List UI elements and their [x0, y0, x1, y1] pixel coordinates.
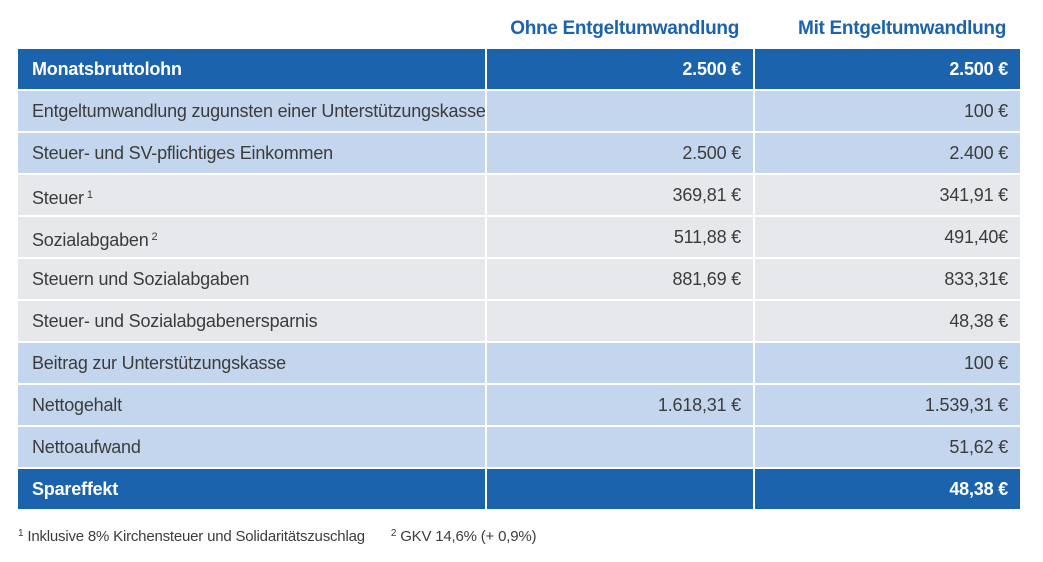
row-label-cell: Nettogehalt [18, 385, 485, 425]
value-ohne-cell [487, 301, 753, 341]
value-mit-cell: 51,62 € [755, 427, 1020, 467]
value-mit-cell: 491,40€ [755, 217, 1020, 257]
row-label: Spareffekt [32, 479, 119, 499]
header-spacer [18, 12, 485, 46]
footnote-marker: 2 [151, 231, 158, 243]
footnotes: 1 Inklusive 8% Kirchensteuer und Solidari… [18, 528, 536, 545]
row-label-cell: Steuern und Sozialabgaben [18, 259, 485, 299]
row-label: Steuer- und Sozialabgabenersparnis [32, 311, 318, 331]
row-label: Steuer- und SV-pflichtiges Einkommen [32, 143, 333, 163]
value-mit-cell: 100 € [755, 343, 1020, 383]
header-col-mit: Mit Entgeltumwandlung [755, 12, 1020, 46]
row-label: Entgeltumwandlung zugunsten einer Unters… [32, 101, 485, 121]
footnote-1-text: Inklusive 8% Kirchensteuer und Solidarit… [27, 528, 365, 545]
row-label-cell: Spareffekt [18, 469, 485, 509]
footnote-1-number: 1 [18, 528, 24, 539]
header-col-ohne-label: Ohne Entgeltumwandlung [510, 18, 739, 39]
value-ohne-cell [487, 91, 753, 131]
row-label-cell: Nettoaufwand [18, 427, 485, 467]
row-label-cell: Sozialabgaben 2 [18, 217, 485, 257]
value-mit-cell: 1.539,31 € [755, 385, 1020, 425]
footnote-2-text: GKV 14,6% (+ 0,9%) [400, 528, 537, 545]
row-label-cell: Steuer- und Sozialabgabenersparnis [18, 301, 485, 341]
value-mit-cell: 833,31€ [755, 259, 1020, 299]
value-ohne-cell [487, 469, 753, 509]
row-label-cell: Monatsbruttolohn [18, 49, 485, 89]
table-row: Steuer- und Sozialabgabenersparnis 48,38 … [18, 301, 1020, 341]
value-ohne-cell: 2.500 € [487, 49, 753, 89]
footnote-2-number: 2 [390, 528, 397, 539]
table-header: Ohne Entgeltumwandlung Mit Entgeltumwand… [18, 12, 1020, 46]
table-row: Spareffekt 48,38 € [18, 469, 1020, 509]
value-ohne-cell: 881,69 € [487, 259, 753, 299]
value-ohne-cell [487, 343, 753, 383]
value-ohne-cell: 1.618,31 € [487, 385, 753, 425]
footnote-2: 2 GKV 14,6% (+ 0,9%) [390, 528, 537, 545]
table-row: Steuer- und SV-pflichtiges Einkommen 2.50… [18, 133, 1020, 173]
value-mit-cell: 48,38 € [755, 301, 1020, 341]
row-label-cell: Steuer- und SV-pflichtiges Einkommen [18, 133, 485, 173]
row-label: Nettoaufwand [32, 437, 141, 457]
value-ohne-cell: 2.500 € [487, 133, 753, 173]
table-row: Sozialabgaben 2 511,88 €491,40€ [18, 217, 1020, 257]
footnote-1: 1 Inklusive 8% Kirchensteuer und Solidari… [18, 528, 365, 545]
row-label-cell: Beitrag zur Unterstützungskasse [18, 343, 485, 383]
row-label: Monatsbruttolohn [32, 59, 182, 79]
table-row: Steuern und Sozialabgaben 881,69 €833,31€ [18, 259, 1020, 299]
value-mit-cell: 100 € [755, 91, 1020, 131]
row-label: Beitrag zur Unterstützungskasse [32, 353, 286, 373]
value-ohne-cell: 511,88 € [487, 217, 753, 257]
value-ohne-cell [487, 427, 753, 467]
header-col-ohne: Ohne Entgeltumwandlung [487, 12, 753, 46]
table-row: Nettogehalt 1.618,31 €1.539,31 € [18, 385, 1020, 425]
value-mit-cell: 341,91 € [755, 175, 1020, 215]
table-row: Nettoaufwand 51,62 € [18, 427, 1020, 467]
value-mit-cell: 48,38 € [755, 469, 1020, 509]
row-label: Steuer [32, 188, 84, 208]
row-label-cell: Steuer 1 [18, 175, 485, 215]
row-label: Sozialabgaben [32, 230, 149, 250]
footnote-marker: 1 [86, 189, 93, 201]
value-mit-cell: 2.500 € [755, 49, 1020, 89]
header-col-mit-label: Mit Entgeltumwandlung [798, 18, 1006, 39]
table-row: Entgeltumwandlung zugunsten einer Unters… [18, 91, 1020, 131]
table-row: Steuer 1 369,81 €341,91 € [18, 175, 1020, 215]
table-body: Monatsbruttolohn 2.500 €2.500 € Entgeltumw… [18, 49, 1020, 511]
row-label-cell: Entgeltumwandlung zugunsten einer Unters… [18, 91, 485, 131]
row-label: Steuern und Sozialabgaben [32, 269, 250, 289]
row-label: Nettogehalt [32, 395, 122, 415]
value-ohne-cell: 369,81 € [487, 175, 753, 215]
value-mit-cell: 2.400 € [755, 133, 1020, 173]
table-row: Beitrag zur Unterstützungskasse 100 € [18, 343, 1020, 383]
table-row: Monatsbruttolohn 2.500 €2.500 € [18, 49, 1020, 89]
